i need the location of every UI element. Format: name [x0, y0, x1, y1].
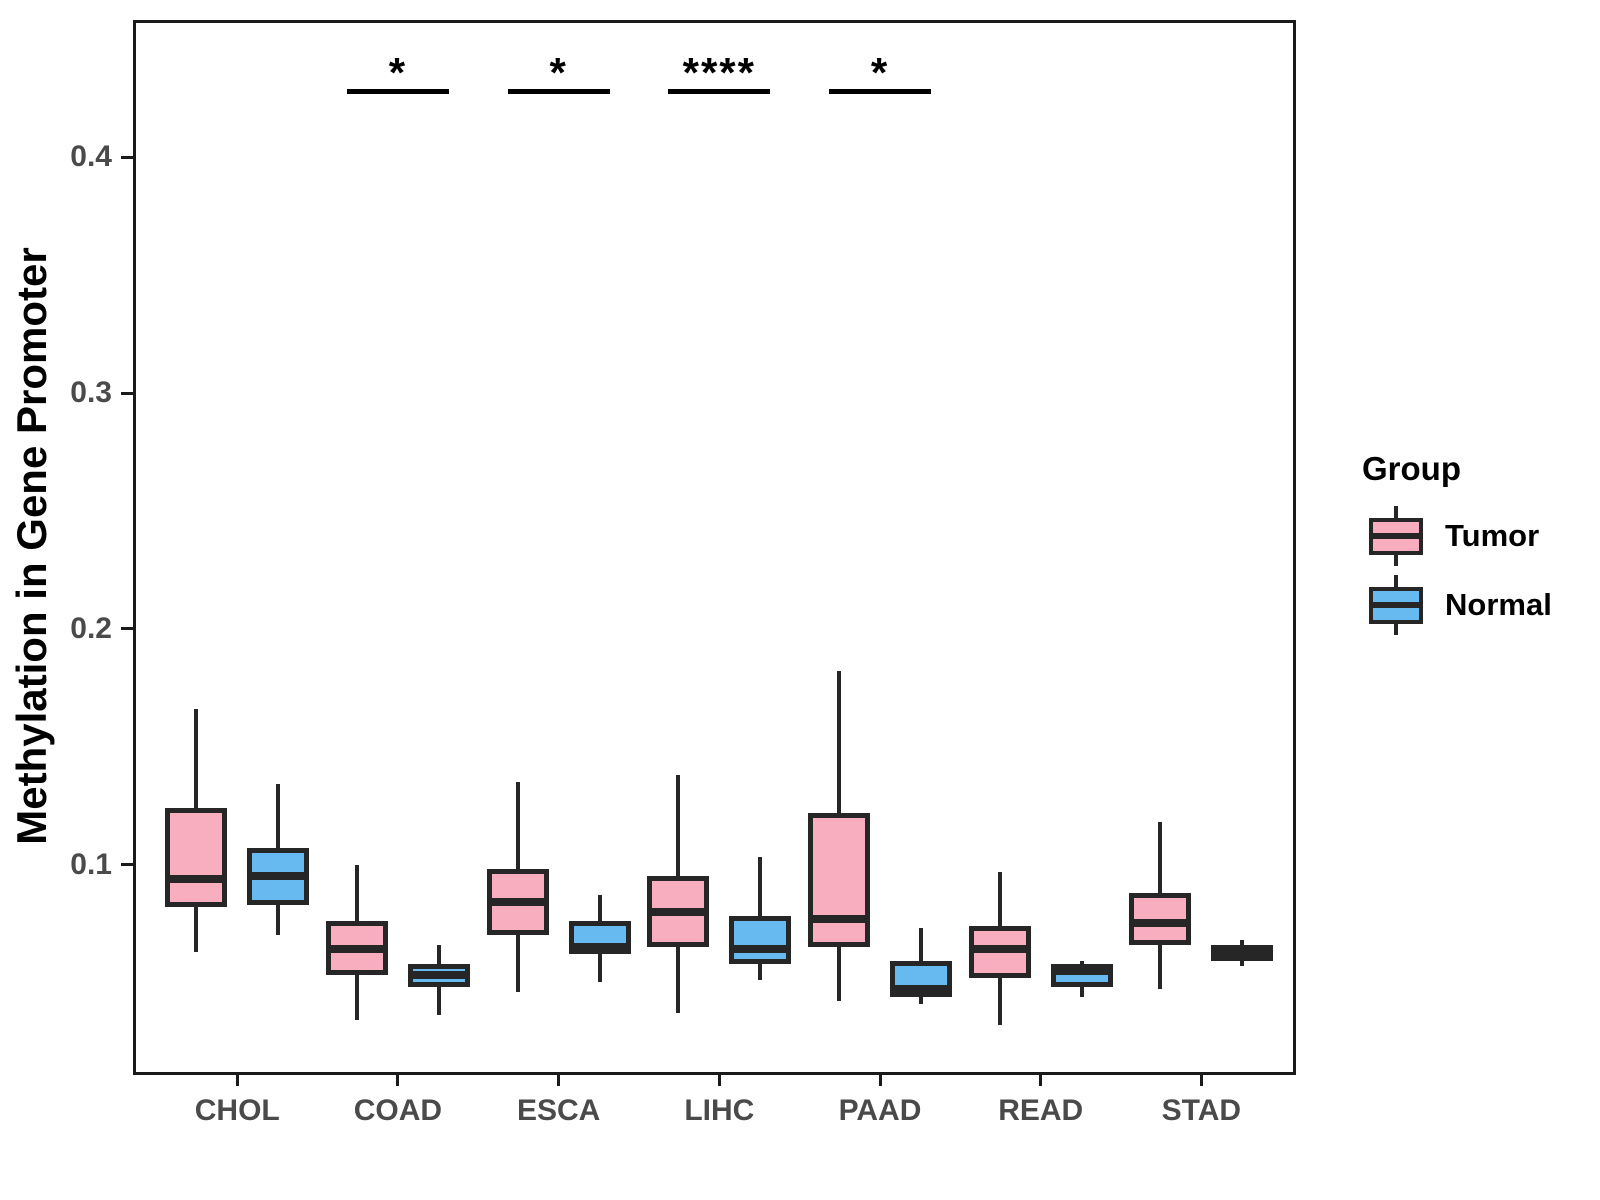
legend-median-Normal — [1369, 602, 1423, 608]
sig-bar-LIHC — [668, 88, 771, 94]
plot-panel — [133, 20, 1296, 1075]
sig-bar-ESCA — [507, 88, 610, 94]
x-tick-mark — [878, 1073, 882, 1086]
y-tick-label: 0.4 — [70, 140, 112, 174]
sig-label-COAD: * — [388, 49, 408, 97]
y-axis-title: Methylation in Gene Promoter — [8, 246, 55, 845]
y-tick-mark — [121, 391, 134, 395]
x-tick-label-READ: READ — [998, 1094, 1084, 1127]
median-Tumor-STAD — [1129, 919, 1192, 928]
median-Tumor-LIHC — [647, 907, 710, 916]
legend-whisker-top-Normal — [1394, 575, 1398, 587]
median-Normal-PAAD — [890, 985, 952, 994]
x-tick-label-COAD: COAD — [353, 1094, 443, 1127]
median-Normal-ESCA — [568, 943, 631, 952]
x-tick-label-PAAD: PAAD — [838, 1094, 922, 1127]
legend-whisker-bottom-Normal — [1394, 623, 1398, 635]
y-tick-label: 0.1 — [70, 847, 112, 881]
median-Normal-CHOL — [247, 872, 310, 881]
legend-title: Group — [1362, 450, 1461, 487]
y-tick-label: 0.2 — [70, 611, 112, 645]
box-Tumor-CHOL — [165, 807, 228, 907]
legend-label-Normal: Normal — [1445, 587, 1552, 622]
x-tick-mark — [717, 1073, 721, 1086]
sig-bar-COAD — [346, 88, 449, 94]
median-Normal-STAD — [1211, 948, 1274, 957]
x-tick-label-CHOL: CHOL — [194, 1094, 280, 1127]
sig-label-LIHC: **** — [682, 49, 756, 97]
x-tick-mark — [235, 1073, 239, 1086]
y-tick-label: 0.3 — [70, 376, 112, 410]
median-Normal-READ — [1050, 966, 1113, 975]
sig-label-ESCA: * — [549, 49, 568, 97]
y-tick-mark — [121, 863, 134, 867]
legend-label-Tumor: Tumor — [1445, 518, 1540, 553]
median-Normal-LIHC — [729, 945, 792, 954]
x-tick-label-LIHC: LIHC — [684, 1094, 755, 1127]
sig-bar-PAAD — [829, 88, 931, 94]
x-tick-mark — [557, 1073, 561, 1086]
x-tick-mark — [1199, 1073, 1203, 1086]
median-Normal-COAD — [407, 971, 470, 980]
box-Tumor-STAD — [1129, 892, 1192, 945]
box-Tumor-PAAD — [808, 812, 870, 948]
x-tick-mark — [396, 1073, 400, 1086]
y-tick-mark — [121, 627, 134, 631]
legend-median-Tumor — [1369, 533, 1423, 539]
median-Tumor-COAD — [325, 945, 388, 954]
x-tick-label-ESCA: ESCA — [516, 1094, 601, 1127]
median-Tumor-READ — [968, 945, 1031, 954]
median-Tumor-CHOL — [165, 874, 228, 883]
legend-whisker-top-Tumor — [1394, 506, 1398, 518]
median-Tumor-ESCA — [486, 898, 549, 907]
y-tick-mark — [121, 155, 134, 159]
legend-whisker-bottom-Tumor — [1394, 554, 1398, 566]
x-tick-mark — [1039, 1073, 1043, 1086]
x-tick-label-STAD: STAD — [1161, 1094, 1242, 1127]
sig-label-PAAD: * — [870, 49, 890, 97]
box-Normal-LIHC — [729, 916, 792, 964]
median-Tumor-PAAD — [808, 914, 870, 923]
